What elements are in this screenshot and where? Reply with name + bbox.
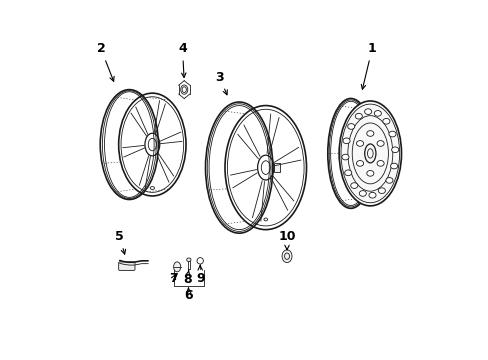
Text: 6: 6	[184, 289, 192, 302]
Ellipse shape	[173, 262, 181, 272]
Text: 3: 3	[215, 71, 227, 95]
Ellipse shape	[385, 177, 392, 183]
Ellipse shape	[342, 138, 349, 144]
Ellipse shape	[356, 141, 363, 146]
Text: 10: 10	[278, 230, 295, 250]
Ellipse shape	[186, 258, 191, 261]
Ellipse shape	[366, 131, 373, 136]
Text: 9: 9	[196, 266, 204, 285]
Text: 7: 7	[169, 272, 178, 285]
Ellipse shape	[388, 131, 395, 137]
Text: 1: 1	[361, 42, 376, 89]
Text: 2: 2	[96, 42, 114, 81]
Ellipse shape	[359, 190, 366, 196]
FancyBboxPatch shape	[119, 262, 135, 270]
Text: 8: 8	[183, 271, 191, 287]
Ellipse shape	[282, 250, 291, 262]
Ellipse shape	[347, 123, 354, 129]
Ellipse shape	[391, 147, 398, 153]
Ellipse shape	[376, 161, 384, 166]
Ellipse shape	[368, 192, 375, 198]
Ellipse shape	[350, 183, 357, 188]
Ellipse shape	[339, 101, 401, 206]
Ellipse shape	[341, 154, 348, 160]
Ellipse shape	[364, 109, 371, 114]
Ellipse shape	[355, 113, 362, 119]
Ellipse shape	[356, 161, 363, 166]
Ellipse shape	[390, 163, 397, 169]
Text: 5: 5	[115, 230, 125, 254]
Ellipse shape	[366, 171, 373, 176]
Ellipse shape	[344, 170, 351, 176]
Ellipse shape	[382, 118, 389, 124]
Ellipse shape	[376, 141, 384, 146]
Text: 4: 4	[178, 42, 186, 77]
Ellipse shape	[373, 111, 381, 116]
Ellipse shape	[378, 188, 385, 193]
FancyBboxPatch shape	[273, 163, 280, 172]
